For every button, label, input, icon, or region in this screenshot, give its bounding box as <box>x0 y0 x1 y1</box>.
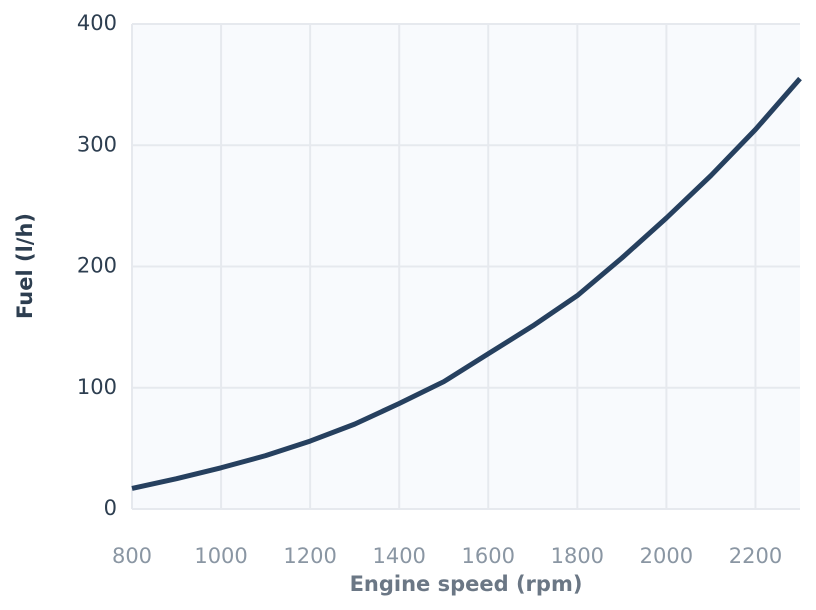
y-tick-label: 400 <box>77 11 117 35</box>
y-tick-label: 200 <box>77 254 117 278</box>
x-tick-label: 2200 <box>729 544 782 568</box>
y-axis-title: Fuel (l/h) <box>13 213 37 319</box>
y-tick-label: 300 <box>77 132 117 156</box>
x-tick-label: 1600 <box>462 544 515 568</box>
x-tick-label: 1000 <box>194 544 247 568</box>
x-tick-label: 800 <box>112 544 152 568</box>
x-tick-label: 1800 <box>551 544 604 568</box>
x-tick-label: 2000 <box>640 544 693 568</box>
data-line <box>131 76 802 491</box>
x-tick-label: 1200 <box>283 544 336 568</box>
x-tick-label: 1400 <box>372 544 425 568</box>
y-tick-label: 100 <box>77 375 117 399</box>
y-tick-label: 0 <box>104 496 117 520</box>
x-axis-title: Engine speed (rpm) <box>350 572 583 596</box>
